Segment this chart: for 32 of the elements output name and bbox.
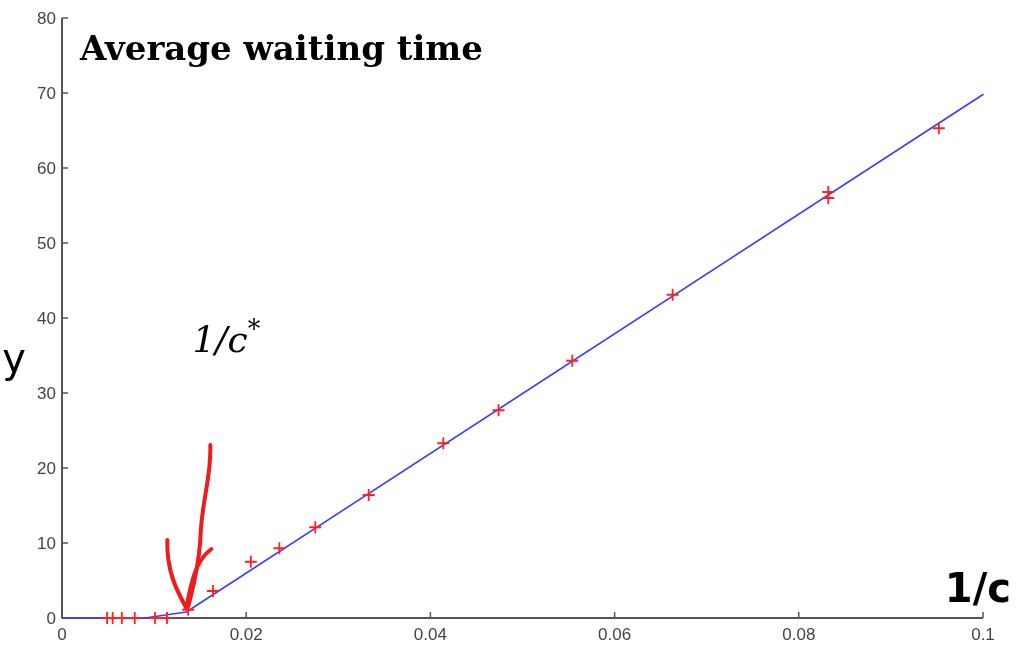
point [206, 584, 220, 598]
point [665, 287, 680, 302]
x-tick-label: 0.1 [971, 625, 995, 644]
y-axis-title: y [2, 335, 26, 381]
annotation: 1/c$^{*}$ [192, 314, 261, 360]
point [308, 520, 323, 535]
y-tick-label: 40 [37, 309, 56, 328]
x-tick-label: 0.08 [782, 625, 816, 644]
y-tick-label: 80 [37, 9, 56, 28]
x-axis-title: 1/c [944, 565, 1011, 611]
point [272, 541, 287, 556]
point [436, 436, 451, 451]
point [361, 488, 376, 502]
x-tick-label: 0.06 [598, 625, 632, 644]
point [821, 185, 836, 199]
point [148, 611, 162, 625]
y-tick-label: 20 [37, 459, 56, 478]
y-tick-label: 50 [37, 234, 56, 253]
y-tick-label: 0 [46, 609, 56, 628]
y-tick-label: 30 [37, 384, 56, 403]
y-tick-label: 10 [37, 534, 56, 553]
point [127, 611, 142, 625]
x-tick-label: 0.02 [229, 625, 263, 644]
point [160, 611, 174, 625]
y-tick-label: 70 [37, 84, 56, 103]
point [491, 403, 506, 418]
point [931, 121, 946, 136]
y-tick-label: 60 [37, 159, 56, 178]
chart-title: Average waiting time [79, 28, 483, 68]
x-tick-label: 0.04 [413, 625, 447, 644]
point [565, 353, 580, 368]
point [243, 554, 258, 569]
